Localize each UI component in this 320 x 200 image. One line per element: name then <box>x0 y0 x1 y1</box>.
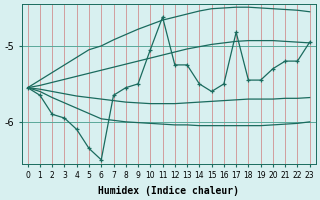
X-axis label: Humidex (Indice chaleur): Humidex (Indice chaleur) <box>98 186 239 196</box>
